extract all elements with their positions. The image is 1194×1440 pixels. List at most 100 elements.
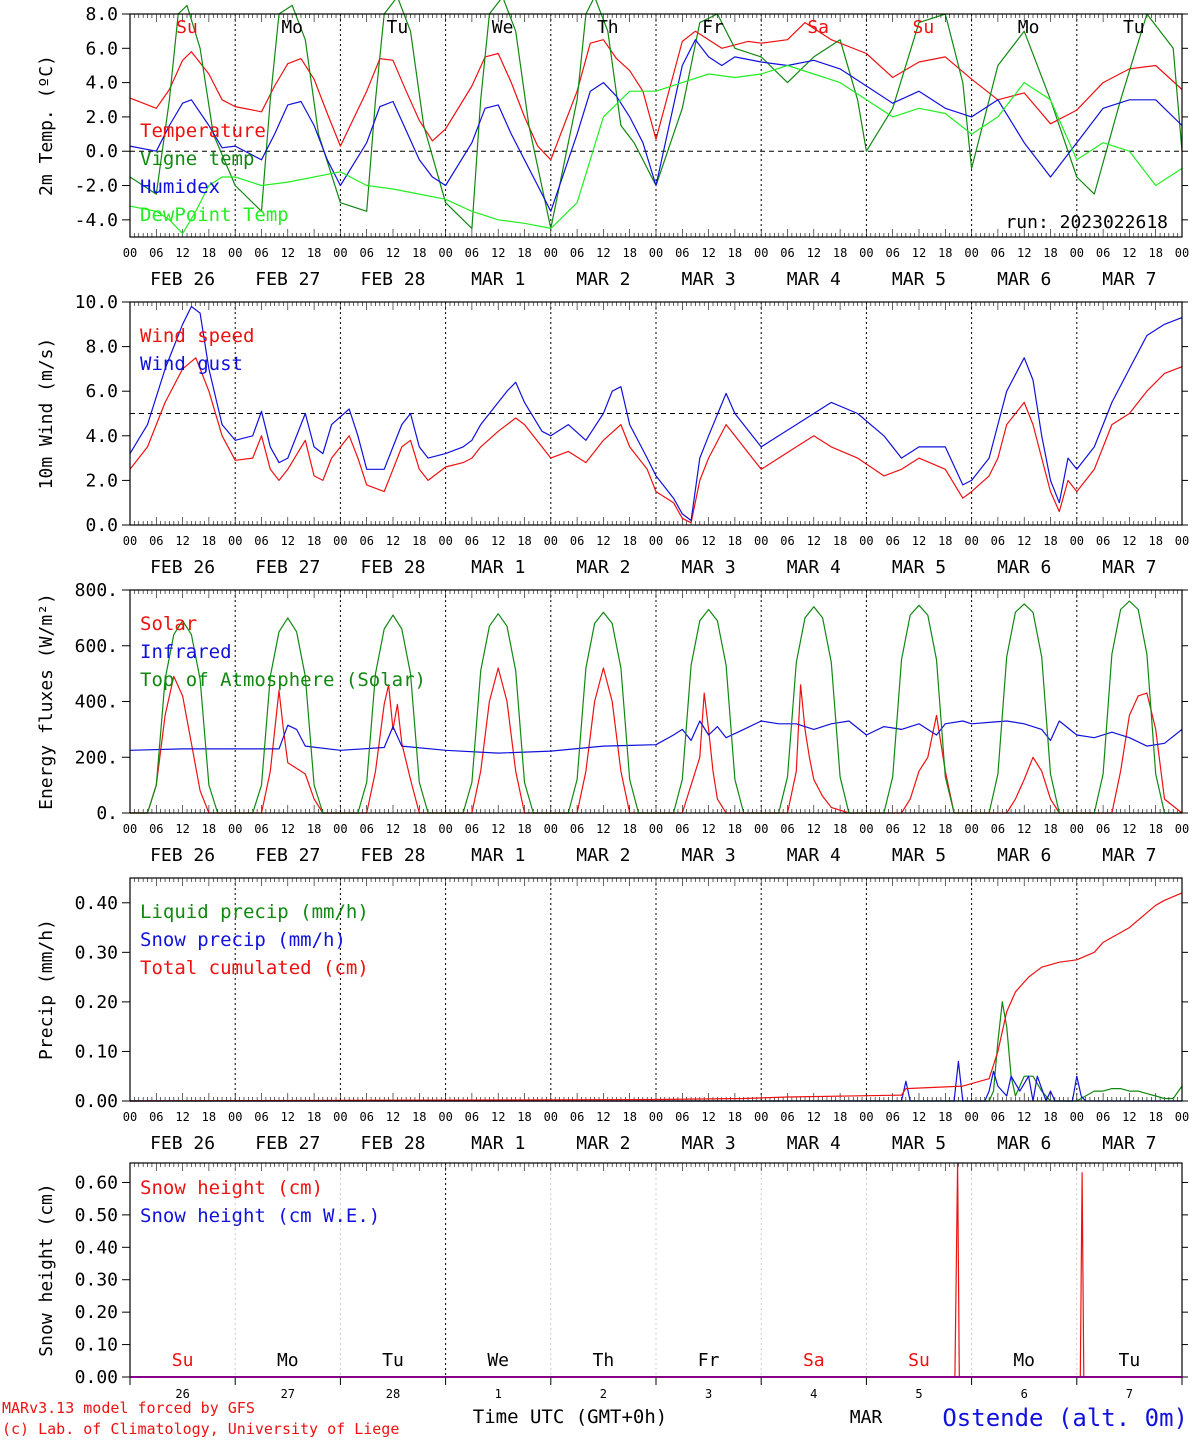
hour-tick-label: 18 bbox=[202, 822, 216, 836]
credit-line-2: (c) Lab. of Climatology, University of L… bbox=[2, 1420, 399, 1438]
hour-tick-label: 12 bbox=[1017, 246, 1031, 260]
hour-tick-label: 00 bbox=[228, 246, 242, 260]
day-label: FEB 28 bbox=[360, 845, 425, 866]
hour-tick-label: 12 bbox=[701, 1110, 715, 1124]
y-tick-label: 200. bbox=[75, 747, 118, 768]
plot-frame bbox=[129, 877, 1183, 1102]
hour-tick-label: 06 bbox=[359, 246, 373, 260]
day-label: MAR 4 bbox=[787, 1133, 841, 1154]
hour-tick-label: 12 bbox=[1017, 822, 1031, 836]
hour-tick-label: 12 bbox=[175, 534, 189, 548]
weekday-label: We bbox=[492, 17, 514, 38]
plot-frame bbox=[129, 301, 1183, 526]
y-tick-label: 0.30 bbox=[75, 942, 118, 963]
y-axis-title: 10m Wind (m/s) bbox=[36, 338, 57, 490]
hour-tick-label: 06 bbox=[359, 822, 373, 836]
weekday-label: Su bbox=[176, 17, 198, 38]
day-label: FEB 27 bbox=[255, 1133, 320, 1154]
y-tick-label: 0.60 bbox=[75, 1172, 118, 1193]
hour-tick-label: 06 bbox=[675, 1110, 689, 1124]
hour-tick-label: 12 bbox=[1017, 534, 1031, 548]
hour-tick-label: 18 bbox=[202, 246, 216, 260]
hour-tick-label: 18 bbox=[728, 246, 742, 260]
plot-frame bbox=[129, 13, 1183, 238]
hour-tick-label: 12 bbox=[701, 822, 715, 836]
day-number: 7 bbox=[1126, 1387, 1133, 1401]
hour-tick-label: 12 bbox=[491, 534, 505, 548]
hour-tick-label: 12 bbox=[807, 534, 821, 548]
series-wind-gust bbox=[129, 305, 1183, 522]
y-tick-label: 4.0 bbox=[85, 426, 118, 447]
y-tick-label: -2.0 bbox=[75, 176, 118, 197]
hour-tick-label: 18 bbox=[1148, 534, 1162, 548]
weekday-label: Tu bbox=[387, 17, 409, 38]
hour-tick-label: 00 bbox=[544, 822, 558, 836]
plot-frame bbox=[129, 589, 1183, 814]
hour-tick-label: 00 bbox=[859, 246, 873, 260]
y-tick-label: 800. bbox=[75, 580, 118, 601]
panels: -4.0 -2.0 0.0 2.0 4.0 6.0 8.0 2m Temp. (ºC) Temp… bbox=[36, 0, 1189, 1401]
hour-tick-label: 06 bbox=[570, 534, 584, 548]
y-tick-label: 6.0 bbox=[85, 381, 118, 402]
weekday-label: Mo bbox=[281, 17, 303, 38]
hour-tick-label: 06 bbox=[675, 822, 689, 836]
hour-tick-label: 06 bbox=[991, 822, 1005, 836]
hour-tick-label: 00 bbox=[964, 822, 978, 836]
hour-tick-label: 12 bbox=[281, 1110, 295, 1124]
hour-tick-label: 18 bbox=[938, 1110, 952, 1124]
day-number: 1 bbox=[495, 1387, 502, 1401]
day-label: MAR 5 bbox=[892, 845, 946, 866]
hour-tick-label: 18 bbox=[202, 534, 216, 548]
legend-entry: Wind speed bbox=[140, 325, 254, 347]
day-label: MAR 1 bbox=[471, 1133, 525, 1154]
weekday-label: Th bbox=[597, 17, 619, 38]
y-tick-label: 4.0 bbox=[85, 73, 118, 94]
hour-tick-label: 00 bbox=[228, 1110, 242, 1124]
hour-tick-label: 00 bbox=[649, 534, 663, 548]
weekday-label: Mo bbox=[277, 1350, 299, 1371]
hour-tick-label: 00 bbox=[964, 534, 978, 548]
y-tick-label: 600. bbox=[75, 636, 118, 657]
day-label: MAR 7 bbox=[1102, 845, 1156, 866]
day-label: MAR 6 bbox=[997, 557, 1051, 578]
day-label: MAR 7 bbox=[1102, 557, 1156, 578]
y-axis-title: Snow height (cm) bbox=[36, 1183, 57, 1356]
hour-tick-label: 18 bbox=[517, 1110, 531, 1124]
day-label: MAR 5 bbox=[892, 1133, 946, 1154]
day-label: MAR 2 bbox=[576, 845, 630, 866]
footer: Time UTC (GMT+0h) MAR MARv3.13 model for… bbox=[2, 1399, 1188, 1438]
hour-tick-label: 06 bbox=[1096, 534, 1110, 548]
hour-tick-label: 00 bbox=[754, 534, 768, 548]
hour-tick-label: 18 bbox=[622, 246, 636, 260]
hour-tick-label: 00 bbox=[1175, 822, 1189, 836]
weekday-label: Fr bbox=[702, 17, 724, 38]
panel-precip: 0.00 0.10 0.20 0.30 0.40 Precip (mm/h) Liquid … bbox=[36, 877, 1189, 1154]
hour-tick-label: 18 bbox=[412, 534, 426, 548]
day-label: MAR 3 bbox=[682, 1133, 736, 1154]
weekday-label: Su bbox=[913, 17, 935, 38]
hour-tick-label: 18 bbox=[728, 1110, 742, 1124]
hour-tick-label: 00 bbox=[228, 534, 242, 548]
hour-tick-label: 06 bbox=[465, 246, 479, 260]
hour-tick-label: 12 bbox=[386, 822, 400, 836]
weekday-label: Su bbox=[908, 1350, 930, 1371]
series-liquid-precip-mm-h bbox=[130, 1001, 1183, 1102]
hour-tick-label: 12 bbox=[807, 246, 821, 260]
weekday-label: Tu bbox=[1119, 1350, 1141, 1371]
day-label: FEB 27 bbox=[255, 557, 320, 578]
y-tick-label: 0.10 bbox=[75, 1041, 118, 1062]
hour-tick-label: 00 bbox=[964, 246, 978, 260]
hour-tick-label: 00 bbox=[859, 822, 873, 836]
series-wind-speed bbox=[129, 357, 1183, 524]
legend-entry: Humidex bbox=[140, 176, 220, 198]
hour-tick-label: 18 bbox=[1043, 534, 1057, 548]
hour-tick-label: 00 bbox=[228, 822, 242, 836]
hour-tick-label: 18 bbox=[202, 1110, 216, 1124]
day-label: MAR 2 bbox=[576, 269, 630, 290]
day-label: FEB 26 bbox=[150, 557, 215, 578]
station-name: Ostende (alt. 0m) bbox=[942, 1404, 1188, 1432]
hour-tick-label: 12 bbox=[386, 534, 400, 548]
day-label: MAR 4 bbox=[787, 845, 841, 866]
hour-tick-label: 06 bbox=[149, 1110, 163, 1124]
y-tick-label: 0.0 bbox=[85, 141, 118, 162]
